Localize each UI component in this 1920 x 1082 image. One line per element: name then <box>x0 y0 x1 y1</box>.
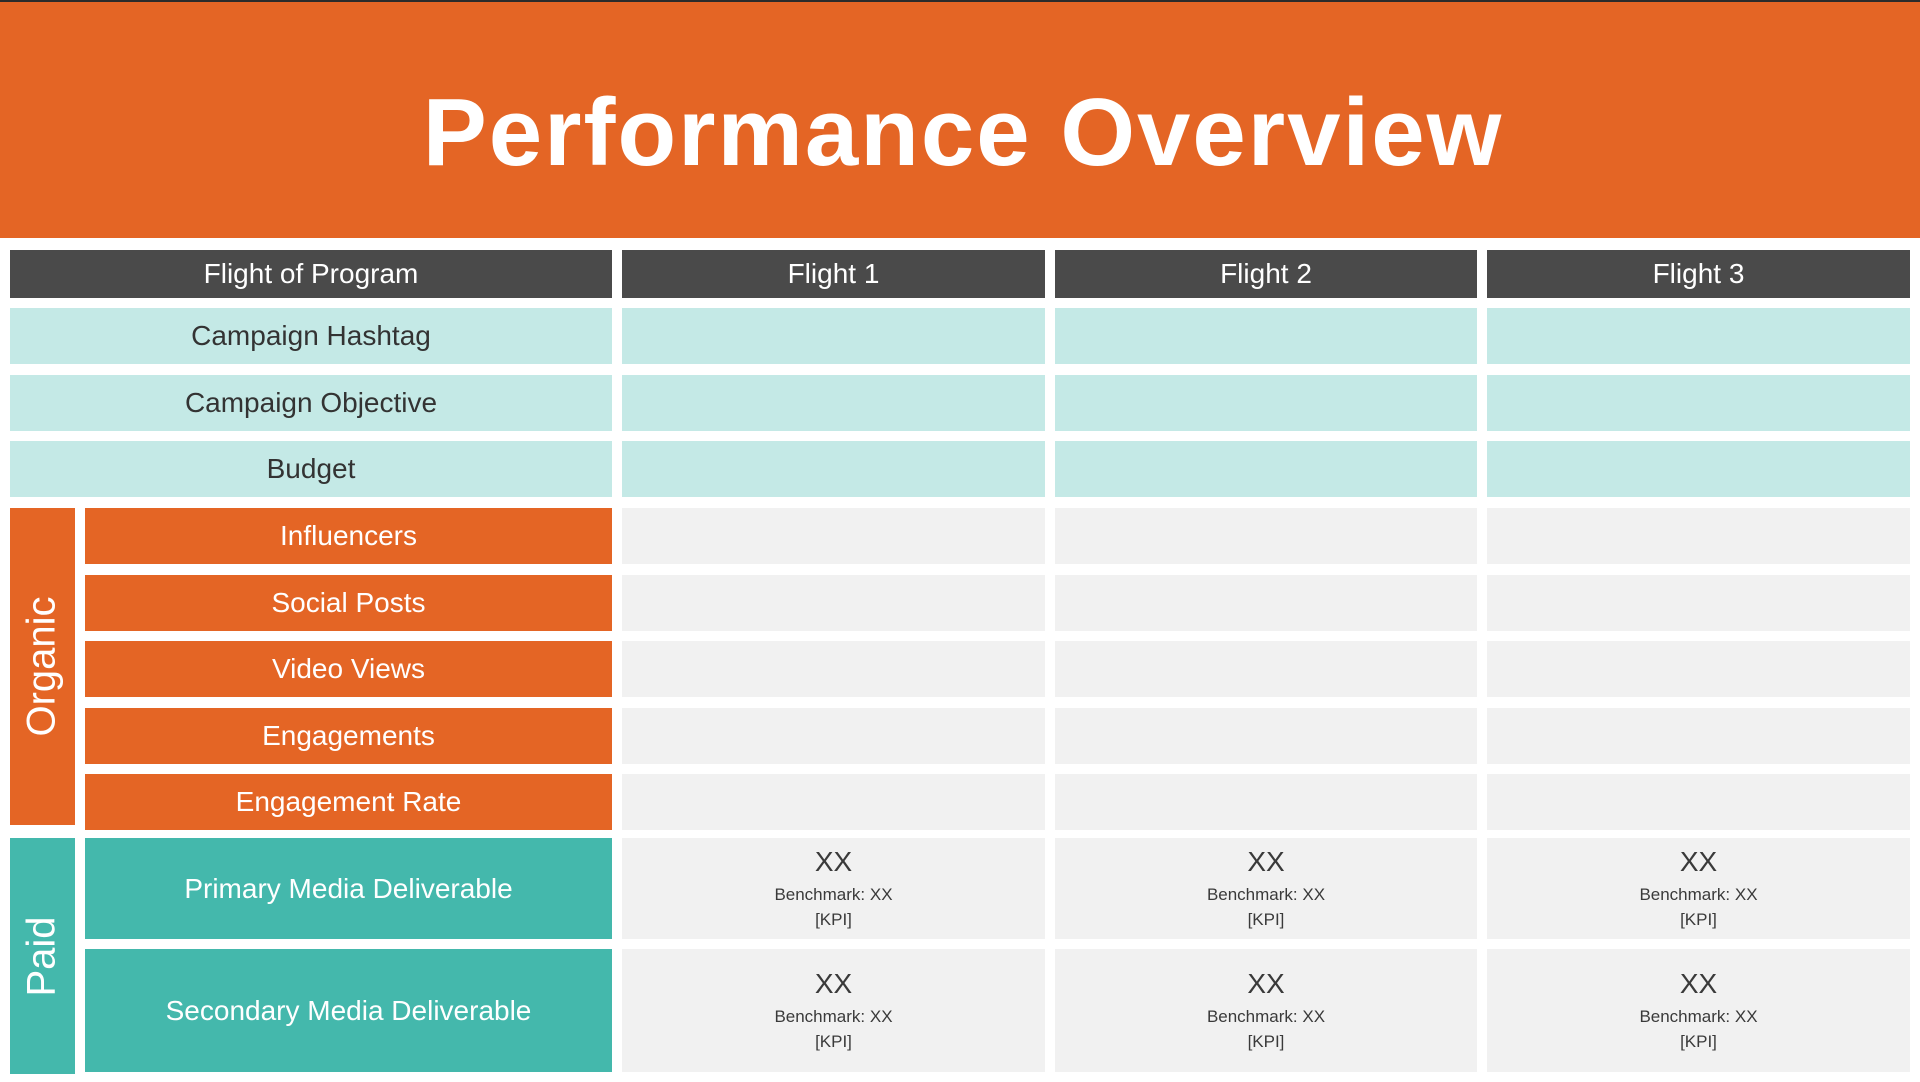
paid-group-label: Paid <box>10 838 75 1074</box>
row-label-engagements: Engagements <box>85 708 612 764</box>
organic-label-text: Organic <box>20 596 64 737</box>
header-row-label: Flight of Program <box>10 250 612 298</box>
metric-benchmark: Benchmark: XX <box>1639 1006 1758 1026</box>
metric-value: XX <box>1679 967 1718 999</box>
header-flight-2: Flight 2 <box>1055 250 1477 298</box>
title-banner: Performance Overview <box>0 0 1920 238</box>
row-label-engagement-rate: Engagement Rate <box>85 774 612 830</box>
video-views-flight-3 <box>1487 641 1910 697</box>
engagements-flight-1 <box>622 708 1045 764</box>
metric-kpi: [KPI] <box>815 1031 852 1051</box>
influencers-flight-2 <box>1055 508 1477 564</box>
secondary-media-flight-3: XX Benchmark: XX [KPI] <box>1487 949 1910 1072</box>
metric-benchmark: Benchmark: XX <box>774 1006 893 1026</box>
paid-label-text: Paid <box>20 915 64 997</box>
metric-kpi: [KPI] <box>1247 909 1285 929</box>
metric-kpi: [KPI] <box>1247 1031 1285 1051</box>
metric-benchmark: Benchmark: XX <box>774 884 893 904</box>
secondary-media-flight-2: XX Benchmark: XX [KPI] <box>1055 949 1477 1072</box>
campaign-hashtag-flight-1 <box>622 308 1045 364</box>
metric-benchmark: Benchmark: XX <box>1206 1006 1326 1026</box>
primary-media-flight-1: XX Benchmark: XX [KPI] <box>622 838 1045 939</box>
campaign-hashtag-flight-3 <box>1487 308 1910 364</box>
row-label-influencers: Influencers <box>85 508 612 564</box>
primary-media-flight-2: XX Benchmark: XX [KPI] <box>1055 838 1477 939</box>
metric-value: XX <box>814 967 853 999</box>
budget-flight-3 <box>1487 441 1910 497</box>
budget-flight-1 <box>622 441 1045 497</box>
campaign-objective-flight-3 <box>1487 375 1910 431</box>
influencers-flight-1 <box>622 508 1045 564</box>
video-views-flight-1 <box>622 641 1045 697</box>
primary-media-flight-3: XX Benchmark: XX [KPI] <box>1487 838 1910 939</box>
header-flight-3: Flight 3 <box>1487 250 1910 298</box>
organic-group-label: Organic <box>10 508 75 825</box>
budget-flight-2 <box>1055 441 1477 497</box>
campaign-hashtag-flight-2 <box>1055 308 1477 364</box>
row-label-budget: Budget <box>10 441 612 497</box>
metric-value: XX <box>1247 967 1285 999</box>
metric-benchmark: Benchmark: XX <box>1639 884 1758 904</box>
social-posts-flight-1 <box>622 575 1045 631</box>
metric-value: XX <box>814 845 853 877</box>
engagement-rate-flight-1 <box>622 774 1045 830</box>
engagement-rate-flight-2 <box>1055 774 1477 830</box>
metric-kpi: [KPI] <box>815 909 852 929</box>
row-label-campaign-objective: Campaign Objective <box>10 375 612 431</box>
campaign-objective-flight-2 <box>1055 375 1477 431</box>
metric-benchmark: Benchmark: XX <box>1206 884 1326 904</box>
metric-value: XX <box>1679 845 1718 877</box>
social-posts-flight-3 <box>1487 575 1910 631</box>
social-posts-flight-2 <box>1055 575 1477 631</box>
engagements-flight-2 <box>1055 708 1477 764</box>
header-flight-1: Flight 1 <box>622 250 1045 298</box>
secondary-media-flight-1: XX Benchmark: XX [KPI] <box>622 949 1045 1072</box>
row-label-video-views: Video Views <box>85 641 612 697</box>
metric-value: XX <box>1247 845 1285 877</box>
video-views-flight-2 <box>1055 641 1477 697</box>
row-label-campaign-hashtag: Campaign Hashtag <box>10 308 612 364</box>
metric-kpi: [KPI] <box>1680 1031 1717 1051</box>
row-label-secondary-media-deliverable: Secondary Media Deliverable <box>85 949 612 1072</box>
engagement-rate-flight-3 <box>1487 774 1910 830</box>
engagements-flight-3 <box>1487 708 1910 764</box>
campaign-objective-flight-1 <box>622 375 1045 431</box>
influencers-flight-3 <box>1487 508 1910 564</box>
metric-kpi: [KPI] <box>1680 909 1717 929</box>
page-title: Performance Overview <box>422 79 1504 186</box>
row-label-primary-media-deliverable: Primary Media Deliverable <box>85 838 612 939</box>
row-label-social-posts: Social Posts <box>85 575 612 631</box>
